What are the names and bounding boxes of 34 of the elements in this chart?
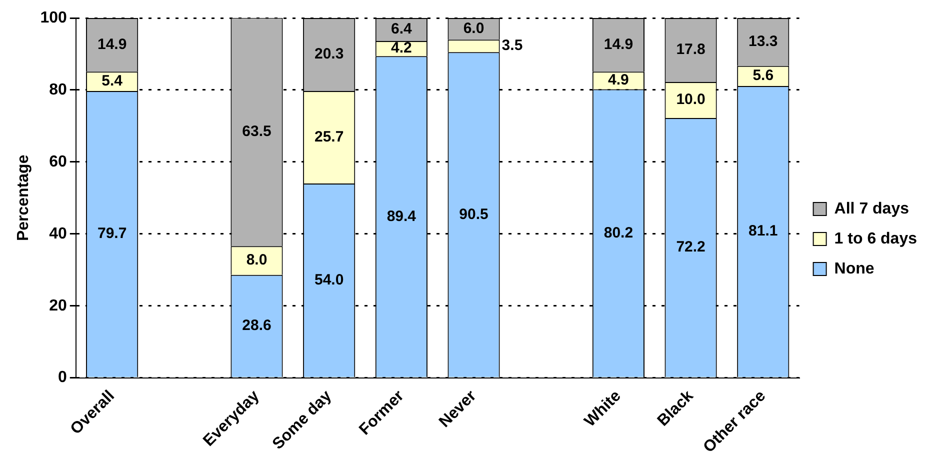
data-label: 5.4 bbox=[102, 72, 124, 90]
data-label: 14.9 bbox=[604, 36, 634, 53]
y-tick-label: 100 bbox=[40, 9, 67, 26]
y-tick-label: 40 bbox=[49, 225, 67, 242]
data-label: 17.8 bbox=[676, 41, 706, 58]
data-label: 14.9 bbox=[97, 36, 127, 53]
data-label: 4.2 bbox=[390, 40, 412, 57]
y-tick-label: 60 bbox=[49, 153, 67, 170]
data-label: 3.5 bbox=[502, 37, 523, 54]
data-label: 72.2 bbox=[676, 238, 706, 256]
data-label: 63.5 bbox=[242, 123, 272, 140]
legend-label: None bbox=[834, 260, 874, 278]
data-label: 80.2 bbox=[604, 224, 634, 242]
y-axis-title: Percentage bbox=[15, 154, 32, 242]
data-label: 28.6 bbox=[242, 317, 272, 334]
data-label: 8.0 bbox=[246, 252, 268, 269]
data-label: 90.5 bbox=[459, 206, 488, 223]
data-label: 20.3 bbox=[314, 46, 344, 63]
data-label: 13.3 bbox=[748, 33, 778, 50]
y-tick-label: 0 bbox=[58, 369, 67, 386]
data-label: 81.1 bbox=[748, 222, 778, 240]
data-label: 5.6 bbox=[752, 67, 774, 84]
data-label: 10.0 bbox=[676, 91, 706, 108]
data-label: 25.7 bbox=[314, 128, 344, 146]
data-label: 6.4 bbox=[390, 20, 413, 38]
data-label: 89.4 bbox=[386, 208, 417, 225]
data-label: 6.0 bbox=[463, 20, 484, 37]
legend-label: 1 to 6 days bbox=[834, 230, 918, 248]
data-label: 54.0 bbox=[314, 271, 344, 288]
legend-label: All 7 days bbox=[834, 200, 910, 218]
y-tick-label: 80 bbox=[49, 81, 67, 98]
data-label: 4.9 bbox=[608, 72, 629, 89]
y-tick-label: 20 bbox=[49, 297, 67, 314]
data-label: 79.7 bbox=[97, 225, 127, 242]
